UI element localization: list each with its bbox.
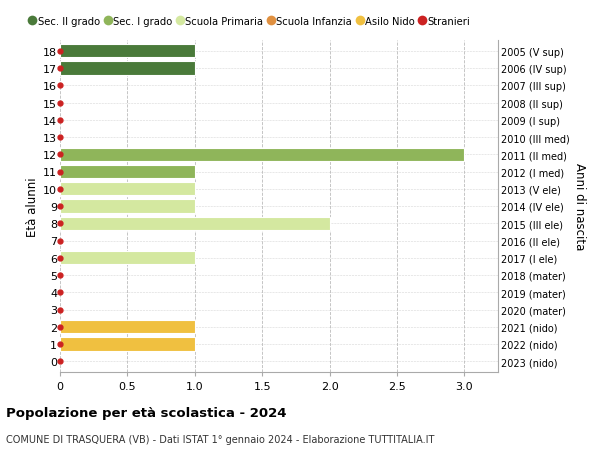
Bar (60, 45, 195, 58)
Bar (60, 217, 329, 230)
Bar (60, 252, 195, 265)
Y-axis label: Età alunni: Età alunni (26, 177, 39, 236)
Text: Popolazione per età scolastica - 2024: Popolazione per età scolastica - 2024 (6, 406, 287, 419)
Bar (60, 148, 464, 162)
Bar (60, 183, 195, 196)
Bar (60, 320, 195, 334)
Bar (60, 200, 195, 213)
Bar (60, 165, 195, 179)
Bar (60, 62, 195, 76)
Y-axis label: Anni di nascita: Anni di nascita (573, 163, 586, 250)
Legend: Sec. II grado, Sec. I grado, Scuola Primaria, Scuola Infanzia, Asilo Nido, Stran: Sec. II grado, Sec. I grado, Scuola Prim… (30, 17, 470, 27)
Text: COMUNE DI TRASQUERA (VB) - Dati ISTAT 1° gennaio 2024 - Elaborazione TUTTITALIA.: COMUNE DI TRASQUERA (VB) - Dati ISTAT 1°… (6, 434, 434, 444)
Bar (60, 337, 195, 351)
